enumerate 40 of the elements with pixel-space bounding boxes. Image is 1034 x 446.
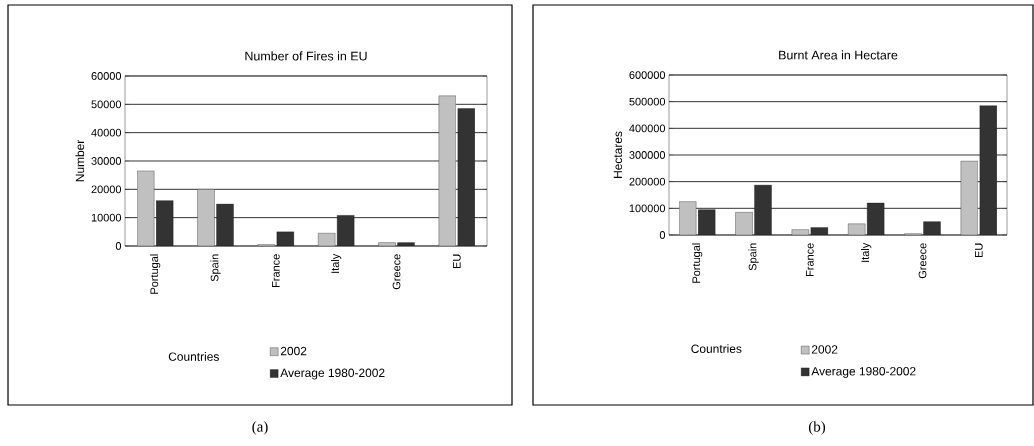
y-tick-label: 200000 (629, 177, 666, 186)
x-tick-label: Italy (331, 253, 342, 273)
chart-title: Number of Fires in EU (245, 51, 367, 61)
text: (b) (808, 421, 826, 435)
y-tick-label: 50000 (91, 100, 122, 109)
chart-title: Burnt Area in Hectare (779, 50, 898, 60)
x-tick-label: Greece (918, 243, 927, 279)
bar (679, 201, 697, 235)
x-tick-label: France (806, 243, 814, 276)
y-tick-label: 100000 (629, 204, 666, 213)
legend-label: Average 1980-2002 (280, 368, 385, 380)
legend-label: Average 1980-2002 (811, 367, 916, 378)
y-axis-title: Hectares (613, 131, 623, 178)
y-tick-label: 40000 (91, 128, 122, 137)
bar (960, 160, 978, 235)
y-tick-label: 300000 (629, 151, 666, 159)
x-tick-label: EU (975, 243, 983, 258)
x-tick-label: Italy (861, 242, 872, 262)
x-tick-label: Portugal (150, 254, 161, 294)
y-tick-label: 10000 (91, 213, 122, 222)
x-tick-label: Spain (748, 243, 759, 271)
legend-label: 2002 (280, 346, 307, 356)
y-tick-label: 500000 (629, 97, 666, 106)
y-tick-label: 400000 (629, 124, 666, 133)
x-tick-label: Greece (392, 254, 401, 290)
x-axis-title: Countries (168, 352, 219, 361)
x-tick-label: Spain (210, 254, 221, 282)
x-tick-label: EU (453, 254, 461, 269)
x-tick-label: France (272, 254, 280, 287)
y-tick-label: 60000 (91, 72, 122, 80)
y-tick-label: 600000 (629, 71, 666, 79)
y-axis-title: Number (75, 139, 85, 182)
y-tick-label: 0 (115, 242, 122, 250)
legend-label: 2002 (811, 345, 838, 354)
y-tick-label: 20000 (91, 185, 122, 194)
x-axis-title: Countries (691, 344, 742, 353)
x-tick-label: Portugal (692, 243, 703, 283)
text: (a) (252, 421, 268, 435)
y-tick-label: 0 (659, 231, 666, 239)
y-tick-label: 30000 (91, 157, 122, 165)
